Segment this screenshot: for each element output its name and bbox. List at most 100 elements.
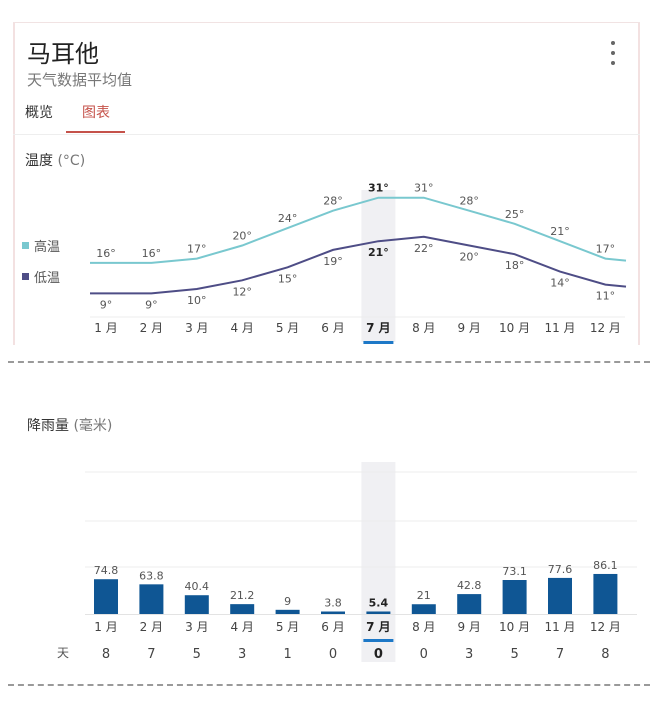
selected-month-band bbox=[361, 190, 396, 342]
card-shadow-right bbox=[638, 22, 640, 345]
high-temp-label: 16° bbox=[96, 247, 116, 260]
month-tick-label: 7 月 bbox=[366, 620, 391, 634]
rain-bar bbox=[184, 595, 209, 614]
high-temp-label: 20° bbox=[232, 230, 252, 243]
high-temp-label: 28° bbox=[323, 195, 343, 208]
rain-value-label: 74.8 bbox=[94, 564, 119, 577]
rain-value-label: 42.8 bbox=[457, 579, 482, 592]
rain-bar bbox=[366, 611, 391, 614]
low-temp-label: 14° bbox=[550, 277, 570, 290]
month-tick-label: 4 月 bbox=[230, 321, 253, 335]
rain-value-label: 21.2 bbox=[230, 589, 255, 602]
rain-bar bbox=[457, 594, 482, 614]
rain-value-label: 63.8 bbox=[139, 569, 164, 582]
tab-overview[interactable]: 概览 bbox=[25, 105, 53, 121]
rain-value-label: 73.1 bbox=[502, 565, 527, 578]
page-title: 马耳他 bbox=[27, 40, 99, 68]
low-temp-label: 22° bbox=[414, 242, 434, 255]
month-tick-label: 5 月 bbox=[276, 620, 299, 634]
rain-value-label: 77.6 bbox=[548, 563, 573, 576]
low-temp-label: 12° bbox=[232, 285, 252, 298]
rain-bar bbox=[275, 609, 300, 614]
low-temp-label: 15° bbox=[278, 272, 298, 285]
legend-low: 低温 bbox=[22, 267, 60, 286]
high-temp-label: 28° bbox=[459, 195, 479, 208]
legend-high-swatch bbox=[22, 242, 29, 249]
legend-low-swatch bbox=[22, 273, 29, 280]
month-tick-label: 12 月 bbox=[590, 620, 621, 634]
rain-value-label: 5.4 bbox=[369, 596, 389, 609]
rain-value-label: 9 bbox=[284, 595, 291, 608]
page-subtitle: 天气数据平均值 bbox=[27, 71, 133, 89]
low-temp-label: 10° bbox=[187, 294, 207, 307]
rain-days-value: 0 bbox=[374, 647, 383, 662]
month-tick-label: 6 月 bbox=[321, 620, 344, 634]
legend-high-label: 高温 bbox=[34, 240, 61, 255]
rain-bar bbox=[411, 604, 436, 614]
legend-low-label: 低温 bbox=[34, 271, 61, 286]
month-tick-label: 3 月 bbox=[185, 321, 208, 335]
month-tick-label: 2 月 bbox=[140, 620, 163, 634]
tab-charts[interactable]: 图表 bbox=[82, 105, 110, 121]
high-temp-label: 31° bbox=[368, 182, 389, 195]
bottom-divider bbox=[8, 684, 650, 686]
low-temp-line bbox=[90, 235, 627, 295]
month-tick-label: 7 月 bbox=[366, 321, 391, 335]
rain-value-label: 86.1 bbox=[593, 559, 618, 572]
selected-month-indicator bbox=[363, 639, 394, 642]
rain-bar bbox=[548, 577, 572, 614]
rain-days-value: 7 bbox=[147, 647, 155, 662]
month-tick-label: 5 月 bbox=[276, 321, 299, 335]
month-tick-label: 8 月 bbox=[412, 321, 435, 335]
legend-high: 高温 bbox=[22, 236, 60, 255]
rain-days-value: 7 bbox=[556, 647, 564, 662]
rain-bar bbox=[139, 584, 164, 614]
month-tick-label: 11 月 bbox=[544, 321, 575, 335]
high-temp-label: 17° bbox=[187, 243, 207, 256]
rain-days-value: 3 bbox=[238, 647, 246, 662]
rain-days-value: 0 bbox=[329, 647, 337, 662]
rain-bar bbox=[321, 611, 345, 614]
rain-bar bbox=[502, 580, 527, 614]
high-temp-label: 21° bbox=[550, 225, 570, 238]
low-temp-label: 21° bbox=[368, 246, 389, 259]
more-options-icon[interactable] bbox=[606, 41, 620, 65]
selected-month-band bbox=[361, 462, 396, 662]
temperature-card bbox=[13, 22, 640, 345]
temperature-unit: (°C) bbox=[57, 153, 86, 169]
low-temp-label: 9° bbox=[100, 298, 113, 311]
low-temp-label: 9° bbox=[145, 298, 158, 311]
month-tick-label: 8 月 bbox=[412, 620, 435, 634]
rain-value-label: 40.4 bbox=[185, 580, 210, 593]
rainfall-card bbox=[13, 383, 640, 666]
temperature-label: 温度 bbox=[25, 153, 53, 169]
low-temp-label: 20° bbox=[459, 251, 479, 264]
tab-active-indicator bbox=[66, 131, 125, 133]
high-temp-label: 25° bbox=[505, 208, 525, 221]
rain-days-value: 5 bbox=[510, 647, 518, 662]
low-temp-label: 11° bbox=[596, 290, 616, 303]
card-shadow-left bbox=[13, 22, 15, 345]
rain-bar bbox=[94, 579, 118, 614]
rainfall-chart: 74.8 63.8 40.4 21.2 9 3.8 5.4 21 42.8 73.1 77.6 86.… bbox=[57, 462, 637, 662]
rainfall-label: 降雨量 bbox=[27, 418, 69, 434]
rain-days-value: 0 bbox=[420, 647, 428, 662]
high-temp-label: 24° bbox=[278, 212, 298, 225]
temperature-heading: 温度 (°C) bbox=[25, 150, 85, 170]
temperature-chart: 16° 16° 17° 20° 24° 28° 31° 31° 28° 25° 21° 17° 9° 9°… bbox=[90, 182, 627, 344]
month-tick-label: 4 月 bbox=[230, 620, 253, 634]
rain-days-value: 5 bbox=[193, 647, 201, 662]
month-tick-label: 10 月 bbox=[499, 620, 530, 634]
rain-days-label: 天 bbox=[57, 646, 69, 660]
tab-divider bbox=[13, 134, 640, 135]
month-tick-label: 9 月 bbox=[457, 321, 480, 335]
rain-days-value: 8 bbox=[601, 647, 609, 662]
rain-value-label: 21 bbox=[417, 589, 431, 602]
month-tick-label: 1 月 bbox=[94, 321, 117, 335]
card-shadow-top bbox=[13, 22, 640, 23]
month-tick-label: 2 月 bbox=[140, 321, 163, 335]
month-tick-label: 11 月 bbox=[544, 620, 575, 634]
high-temp-label: 31° bbox=[414, 182, 434, 195]
rain-days-value: 3 bbox=[465, 647, 473, 662]
month-tick-label: 9 月 bbox=[457, 620, 480, 634]
